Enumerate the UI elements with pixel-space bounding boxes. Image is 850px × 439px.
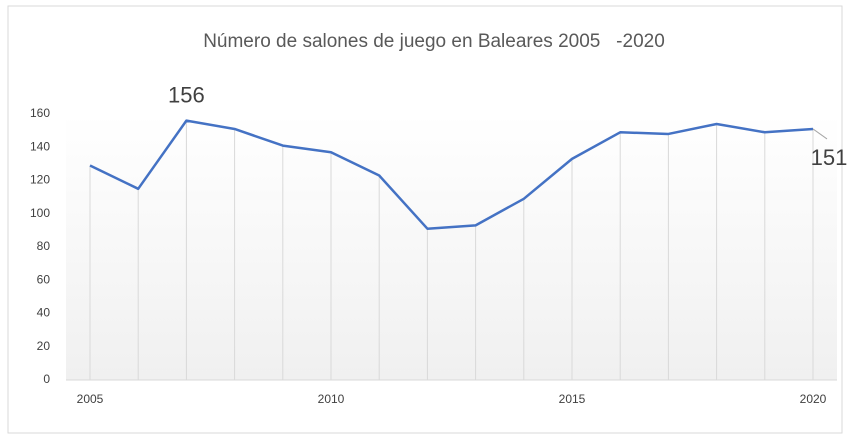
- y-tick-label: 60: [37, 272, 51, 286]
- data-label: 151: [811, 145, 848, 170]
- y-tick-label: 40: [37, 306, 51, 320]
- chart-title: Número de salones de juego en Baleares 2…: [203, 31, 665, 52]
- y-tick-label: 140: [30, 139, 50, 153]
- y-tick-label: 80: [37, 239, 51, 253]
- y-tick-label: 20: [37, 339, 51, 353]
- y-tick-label: 120: [30, 173, 50, 187]
- series-line: [89, 119, 814, 230]
- x-tick-label: 2020: [800, 392, 827, 406]
- y-tick-label: 160: [30, 106, 50, 120]
- y-tick-label: 0: [43, 372, 50, 386]
- data-label: 156: [168, 82, 205, 107]
- x-tick-label: 2005: [77, 392, 104, 406]
- x-tick-label: 2010: [318, 392, 345, 406]
- leader-line: [812, 128, 828, 140]
- x-tick-label: 2015: [559, 392, 586, 406]
- y-tick-label: 100: [30, 206, 50, 220]
- plot-area: [66, 114, 837, 380]
